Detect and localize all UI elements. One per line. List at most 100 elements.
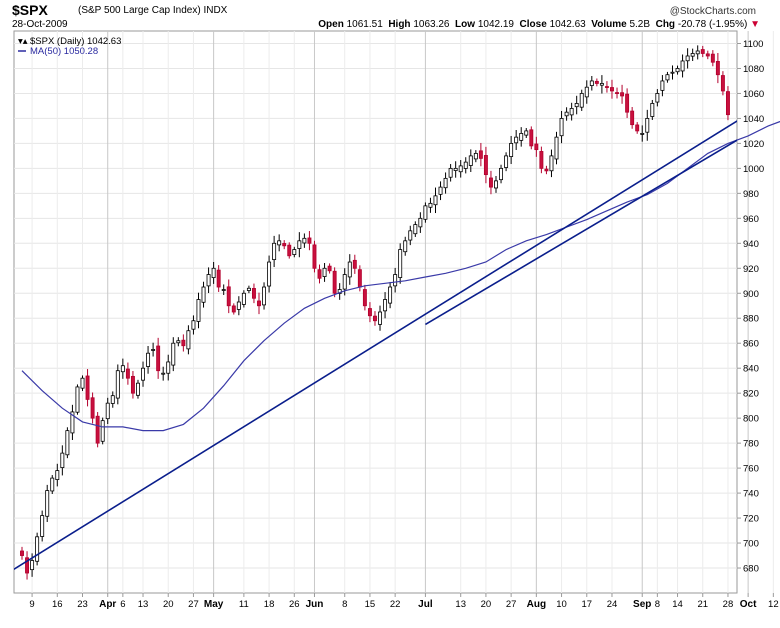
- candle-body: [695, 50, 700, 55]
- candle: [483, 146, 488, 184]
- candle: [670, 65, 675, 80]
- candle-body: [393, 274, 398, 287]
- candle-body: [257, 300, 261, 307]
- candle: [25, 551, 30, 580]
- x-tick-label: 13: [138, 599, 149, 610]
- candle: [559, 110, 564, 144]
- candle: [509, 135, 514, 165]
- x-tick-label: 9: [29, 599, 34, 610]
- candle-body: [196, 299, 201, 322]
- candle-body: [226, 286, 231, 307]
- x-tick-label: 15: [365, 599, 376, 610]
- candle: [216, 265, 221, 292]
- candle-body: [55, 470, 60, 480]
- candle-body: [166, 361, 171, 374]
- stockcharts-brand[interactable]: @StockCharts.com: [669, 6, 756, 17]
- candle: [705, 50, 710, 60]
- candle-body: [635, 124, 640, 132]
- candle-body: [115, 370, 120, 399]
- ma50-layer: [21, 120, 780, 432]
- candle: [388, 281, 393, 309]
- candle: [156, 337, 161, 379]
- x-tick-label: 12: [768, 599, 779, 610]
- close-label: Close: [519, 19, 547, 30]
- candle: [620, 84, 625, 104]
- candle-body: [136, 382, 140, 396]
- legend-ma50-label: MA(50) 1050.28: [30, 46, 98, 57]
- candle-body: [35, 536, 40, 562]
- candle: [352, 254, 357, 274]
- candle: [393, 267, 398, 293]
- candle: [599, 75, 604, 94]
- x-tick-label: 20: [163, 599, 174, 610]
- candle-body: [559, 118, 564, 137]
- chg-label: Chg: [655, 19, 676, 30]
- candle: [206, 267, 211, 294]
- symbol-label: $SPX: [12, 2, 48, 18]
- candle: [105, 397, 110, 425]
- candle: [211, 261, 216, 284]
- close-value: 1042.63: [549, 19, 586, 30]
- candle: [146, 345, 151, 374]
- candle-body: [45, 490, 50, 517]
- y-tick-label: 740: [743, 489, 759, 500]
- candle-body: [206, 274, 211, 287]
- candle-body: [388, 286, 393, 304]
- candle-body: [413, 224, 418, 235]
- candle-body: [25, 557, 30, 574]
- candle: [110, 391, 115, 408]
- y-tick-label: 880: [743, 314, 759, 325]
- x-tick-label: 16: [52, 599, 63, 610]
- candle-body: [650, 103, 655, 117]
- candle-body: [660, 80, 665, 91]
- x-tick-label: Apr: [99, 599, 116, 610]
- candle-body: [519, 133, 524, 141]
- candle: [453, 161, 458, 178]
- candle: [478, 142, 483, 167]
- x-tick-label: 22: [390, 599, 401, 610]
- candle: [166, 354, 171, 381]
- candle: [473, 150, 478, 163]
- candle-body: [645, 118, 650, 133]
- candle-body: [120, 365, 125, 373]
- candle-body: [95, 415, 100, 444]
- candle: [95, 412, 100, 448]
- candle: [367, 302, 372, 323]
- x-axis: 9 16 23 Apr 6 13 20 27 May 11 18 26 Jun 8 15 22 Jul 13 20 2…: [29, 593, 779, 610]
- y-tick-label: 700: [743, 539, 759, 550]
- candle-body: [625, 93, 630, 113]
- high-label: High: [388, 19, 411, 30]
- candle-body: [236, 301, 241, 310]
- candle-body: [478, 150, 483, 159]
- candle: [186, 325, 191, 355]
- candle: [115, 364, 120, 405]
- candle: [241, 290, 246, 308]
- chart-legend: ▾▴ $SPX (Daily) 1042.63 MA(50) 1050.28: [18, 36, 121, 57]
- plot-area: [13, 30, 738, 594]
- candle-body: [398, 249, 403, 278]
- x-tick-label: 28: [723, 599, 734, 610]
- candle-body: [544, 168, 549, 172]
- candle: [120, 358, 125, 379]
- candle: [655, 89, 660, 107]
- candle: [60, 445, 65, 476]
- candle-body: [211, 267, 216, 279]
- candle-body: [529, 129, 534, 147]
- candle-body: [473, 152, 478, 160]
- candle-body: [287, 244, 292, 257]
- candle-body: [156, 345, 161, 372]
- x-tick-label: 10: [556, 599, 567, 610]
- candle: [630, 107, 635, 129]
- candle: [720, 71, 725, 96]
- legend-item-ma50: MA(50) 1050.28: [18, 46, 98, 57]
- price-stats: Open 1061.51 High 1063.26 Low 1042.19 Cl…: [318, 19, 760, 30]
- candle: [65, 427, 70, 459]
- candle: [287, 242, 292, 259]
- candle-body: [418, 217, 423, 228]
- legend-price-label: $SPX (Daily) 1042.63: [30, 36, 121, 47]
- candle: [302, 233, 307, 248]
- candle-body: [151, 349, 156, 351]
- candle: [236, 296, 241, 316]
- low-label: Low: [455, 19, 476, 30]
